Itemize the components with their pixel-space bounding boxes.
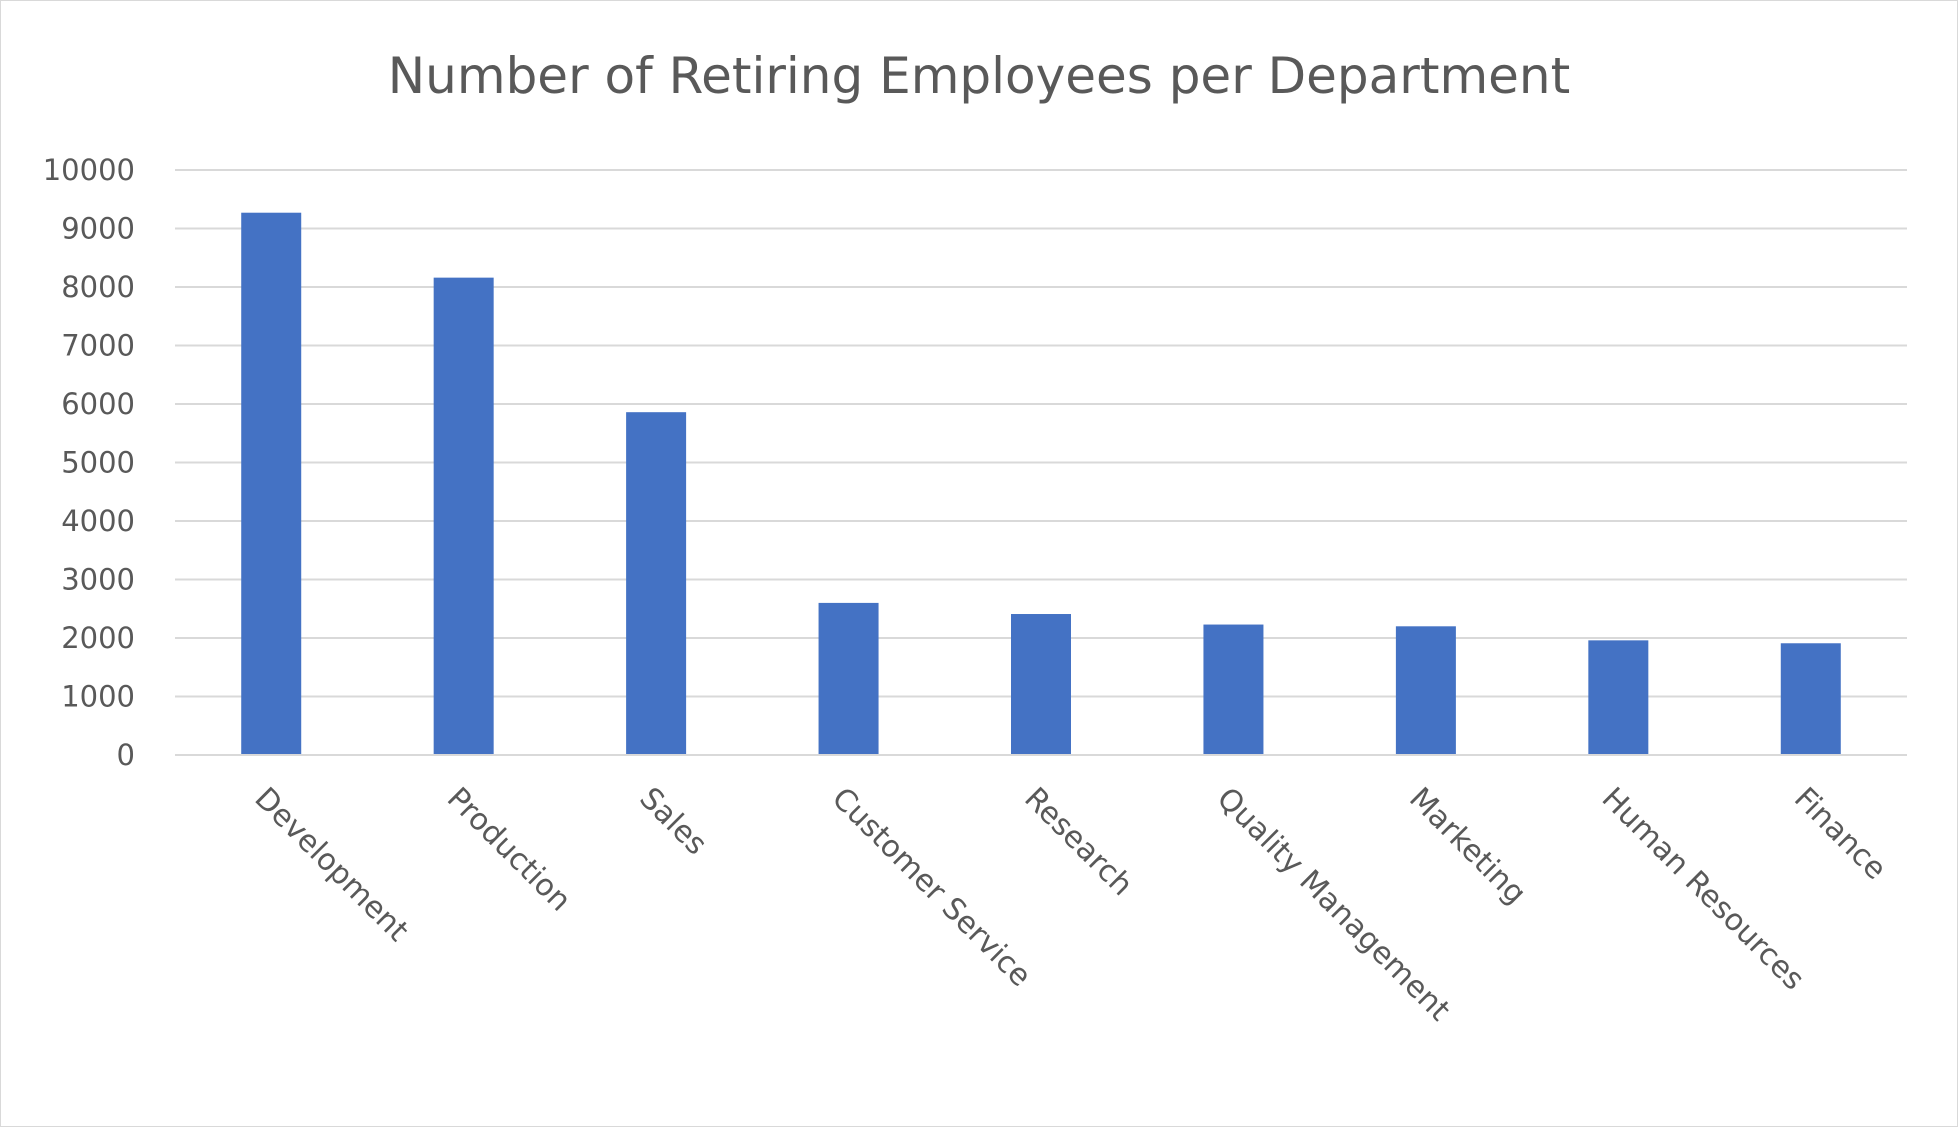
y-tick-label: 7000 <box>61 329 135 363</box>
bar-marketing <box>1395 626 1456 755</box>
x-tick-label: Marketing <box>1402 781 1532 911</box>
x-tick-label: Research <box>1017 781 1139 903</box>
chart-title: Number of Retiring Employees per Departm… <box>388 47 1570 105</box>
x-tick-label: Sales <box>632 781 713 862</box>
bar-development <box>241 212 302 755</box>
bar-customer-service <box>818 602 879 755</box>
bar-finance <box>1780 643 1841 755</box>
y-tick-label: 6000 <box>61 387 135 421</box>
x-tick-label: Development <box>248 781 416 949</box>
y-tick-label: 8000 <box>61 270 135 304</box>
x-tick-label: Finance <box>1787 781 1893 887</box>
bar-research <box>1011 614 1071 755</box>
bar-sales <box>626 412 687 755</box>
x-tick-label: Production <box>440 781 578 919</box>
y-tick-label: 10000 <box>43 153 135 187</box>
x-tick-label: Human Resources <box>1595 781 1811 997</box>
x-tick-label: Customer Service <box>825 781 1038 994</box>
x-axis-tick-labels: Development Production Sales Customer Servi… <box>248 781 1893 1028</box>
y-tick-label: 2000 <box>61 621 135 655</box>
bars <box>241 212 1841 755</box>
y-tick-label: 9000 <box>61 212 135 246</box>
bar-human-resources <box>1588 640 1649 755</box>
y-tick-label: 0 <box>117 738 135 772</box>
y-axis-tick-labels: 0 1000 2000 3000 4000 5000 6000 7000 8000 9000 100… <box>43 153 135 772</box>
y-tick-label: 1000 <box>61 680 135 714</box>
bar-quality-management <box>1203 624 1264 755</box>
y-tick-label: 5000 <box>61 446 135 480</box>
y-tick-label: 3000 <box>61 563 135 597</box>
bar-production <box>433 277 494 755</box>
y-tick-label: 4000 <box>61 504 135 538</box>
